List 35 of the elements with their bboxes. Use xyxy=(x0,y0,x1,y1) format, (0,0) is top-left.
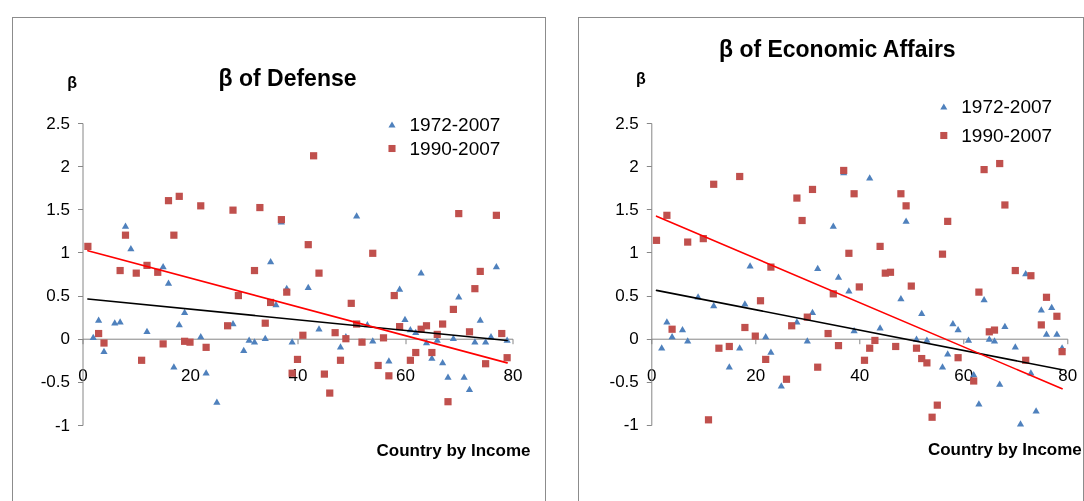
y-tick-label: 2.5 xyxy=(46,113,70,133)
y-tick-label: 0.5 xyxy=(615,286,639,306)
x-tick-label: 80 xyxy=(1058,366,1078,386)
x-tick-label: 40 xyxy=(850,366,870,386)
y-tick-label: 1 xyxy=(629,242,639,262)
y-tick-label: 2.5 xyxy=(615,113,639,133)
y-tick-label: 2 xyxy=(629,156,639,176)
x-axis-title: Country by Income xyxy=(376,440,531,460)
x-tick-label: 80 xyxy=(503,366,523,386)
y-axis-title: β xyxy=(67,73,78,91)
legend-label: 1972-2007 xyxy=(961,95,1053,117)
y-tick-label: 1 xyxy=(60,242,70,262)
x-tick-label: 0 xyxy=(647,366,657,386)
x-tick-label: 60 xyxy=(954,366,974,386)
y-tick-label: 1.5 xyxy=(46,199,70,219)
x-tick-label: 0 xyxy=(78,366,88,386)
x-axis-title: Country by Income xyxy=(927,440,1082,460)
chart-title: β of Defense xyxy=(218,65,357,91)
y-tick-label: 0 xyxy=(629,329,639,349)
y-tick-label: 0.5 xyxy=(46,286,70,306)
y-tick-label: -1 xyxy=(623,415,639,435)
y-tick-label: 2 xyxy=(60,156,70,176)
x-tick-label: 20 xyxy=(746,366,766,386)
y-tick-label: 1.5 xyxy=(615,199,639,219)
y-tick-label: 0 xyxy=(60,329,70,349)
x-tick-label: 60 xyxy=(396,366,415,386)
y-tick-label: -0.5 xyxy=(40,372,70,392)
legend-label: 1972-2007 xyxy=(409,113,501,135)
chart-title: β of Economic Affairs xyxy=(718,36,956,62)
y-axis-title: β xyxy=(635,69,646,87)
legend-label: 1990-2007 xyxy=(409,137,501,159)
y-tick-label: -0.5 xyxy=(609,372,639,392)
y-tick-label: -1 xyxy=(54,415,70,435)
legend-label: 1990-2007 xyxy=(961,124,1053,146)
x-tick-label: 20 xyxy=(181,366,200,386)
